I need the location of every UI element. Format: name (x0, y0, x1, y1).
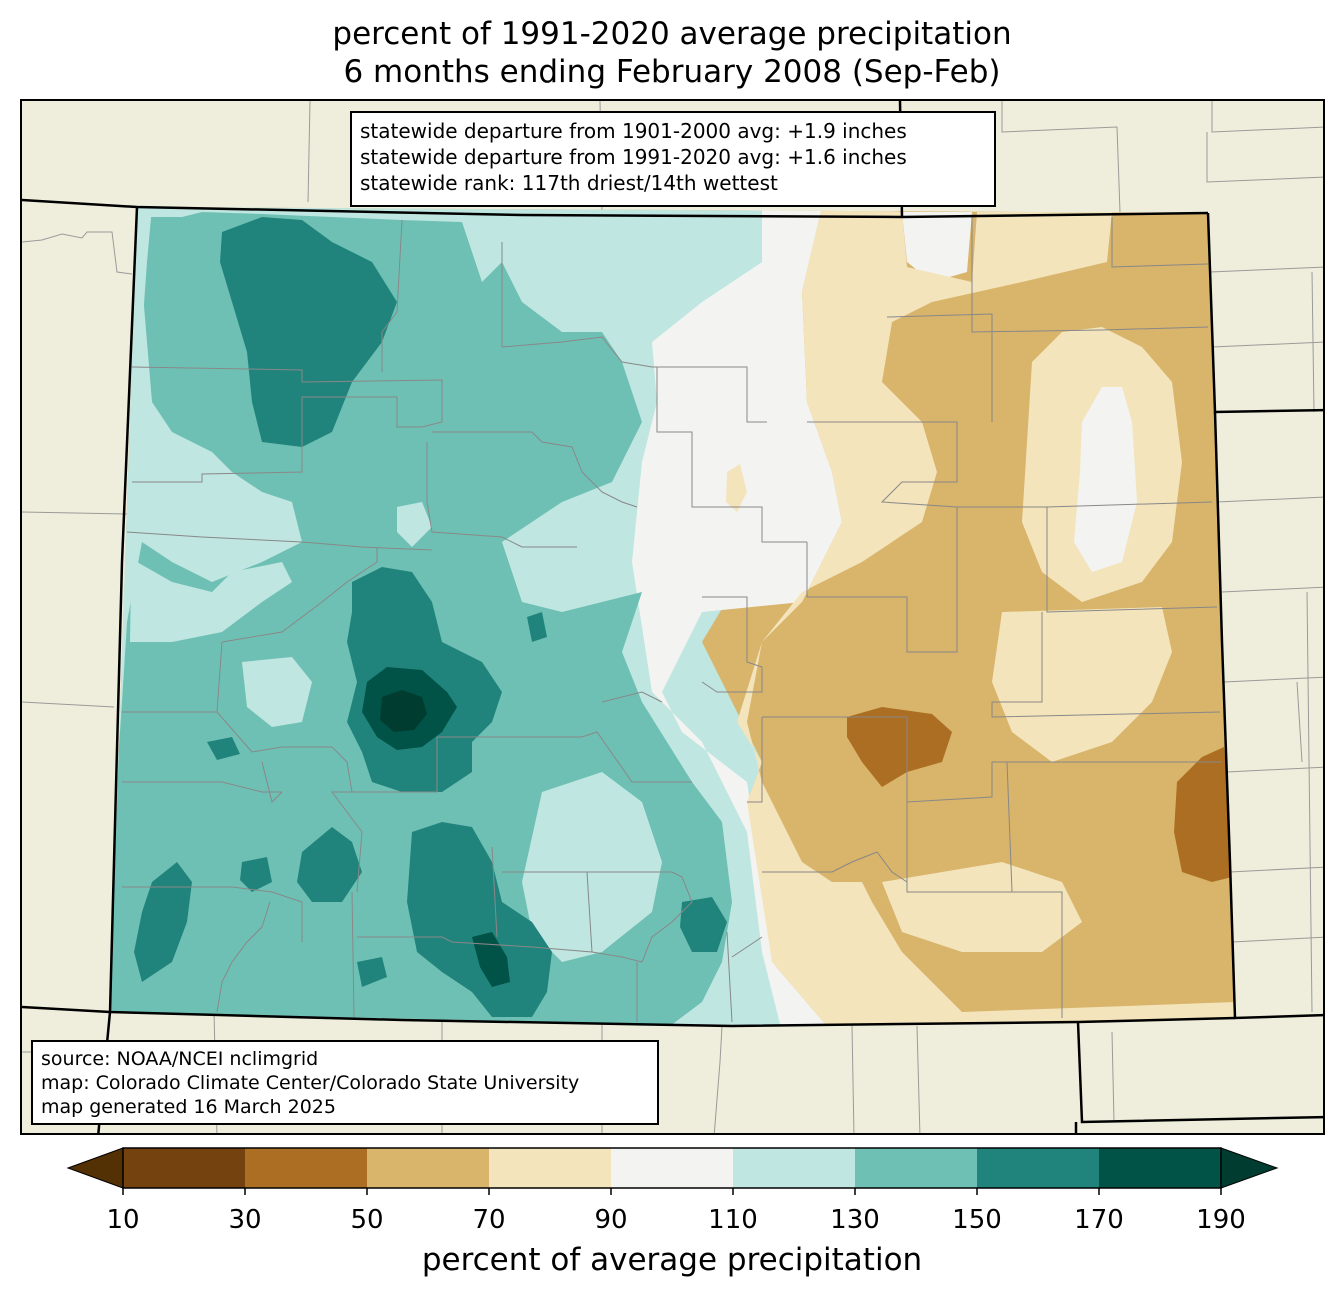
stats-rank: statewide rank: 117th driest/14th wettes… (360, 171, 778, 195)
region-70-90-spot (726, 464, 747, 512)
colorbar-tick-label: 10 (106, 1205, 139, 1235)
colorbar-bin-2 (367, 1148, 490, 1188)
colorbar-bin-4 (611, 1148, 734, 1188)
statewide-stats-box: statewide departure from 1901-2000 avg: … (350, 111, 996, 207)
colorbar-over-arrow (1220, 1147, 1279, 1189)
colorbar-bin-7 (977, 1148, 1100, 1188)
region-70-90-se (882, 862, 1082, 952)
region-90-110-ne (902, 212, 972, 282)
region-150-170-south (407, 822, 552, 1017)
precipitation-contours (110, 207, 1235, 1026)
colorbar-tick-label: 150 (952, 1205, 1002, 1235)
region-70-90-east (992, 607, 1172, 762)
colorbar-bin-6 (855, 1148, 978, 1188)
colorbar-bins (123, 1148, 1222, 1188)
stats-departure-1991-2020: statewide departure from 1991-2020 avg: … (360, 145, 907, 169)
colorbar-label: percent of average precipitation (421, 1242, 923, 1278)
colorbar-tick-label: 110 (708, 1205, 758, 1235)
precipitation-map (22, 101, 1323, 1133)
region-150-170-w (134, 862, 192, 982)
colorbar-tick-label: 170 (1074, 1205, 1124, 1235)
map-credit-line: map: Colorado Climate Center/Colorado St… (41, 1072, 580, 1094)
region-150-170-spot3 (357, 957, 387, 987)
colorbar-outline (122, 1147, 1222, 1189)
region-110-130-west-strip (130, 207, 292, 642)
colorbar-under-arrow (66, 1147, 124, 1189)
region-190-plus (380, 690, 427, 732)
map-title-line-1: percent of 1991-2020 average precipitati… (332, 16, 1012, 52)
region-150-170-spot5 (680, 897, 727, 952)
region-70-90-spot2 (807, 886, 820, 900)
region-150-170-spot4 (527, 612, 547, 642)
colorado-county-lines (122, 217, 1222, 1023)
region-110-130-pocket2 (397, 502, 432, 547)
map-frame (20, 99, 1325, 1135)
region-150-170-spot2 (240, 857, 272, 892)
region-90-110-ring (1074, 387, 1137, 572)
source-credit-box: source: NOAA/NCEI nclimgrid map: Colorad… (31, 1040, 659, 1125)
region-150-170-north (220, 217, 397, 447)
colorbar-tick-label: 50 (350, 1205, 383, 1235)
region-110-130-pocket (242, 657, 312, 727)
colorbar-bin-5 (733, 1148, 856, 1188)
stats-departure-1901-2000: statewide departure from 1901-2000 avg: … (360, 119, 907, 143)
region-170-190-south (472, 932, 510, 987)
source-line: source: NOAA/NCEI nclimgrid (41, 1048, 319, 1070)
region-70-90 (737, 207, 1235, 1026)
region-30-50-east (1174, 747, 1232, 882)
neighbor-county-lines (22, 101, 1323, 1133)
map-generated-line: map generated 16 March 2025 (41, 1096, 336, 1118)
colorbar-ticks: 10 30 50 70 90 110 130 150 170 190 (106, 1188, 1246, 1235)
colorbar-tick-label: 30 (228, 1205, 261, 1235)
region-110-130-n (462, 222, 762, 362)
region-150-170-sw (297, 827, 362, 902)
colorbar-tick-label: 190 (1196, 1205, 1246, 1235)
region-30-50-center (847, 707, 952, 787)
region-90-110 (632, 207, 842, 1026)
colorbar-tick-label: 90 (594, 1205, 627, 1235)
colorbar-bin-3 (489, 1148, 612, 1188)
colorbar: 10 30 50 70 90 110 130 150 170 190 (66, 1147, 1279, 1235)
colorbar-bin-0 (123, 1148, 246, 1188)
colorbar-tick-label: 130 (830, 1205, 880, 1235)
region-110-130-s (522, 772, 662, 962)
map-title-line-2: 6 months ending February 2008 (Sep-Feb) (343, 54, 1001, 90)
colorbar-bin-1 (245, 1148, 368, 1188)
colorbar-tick-label: 70 (472, 1205, 505, 1235)
colorbar-bin-8 (1099, 1148, 1222, 1188)
region-150-170-spot1 (207, 737, 240, 760)
